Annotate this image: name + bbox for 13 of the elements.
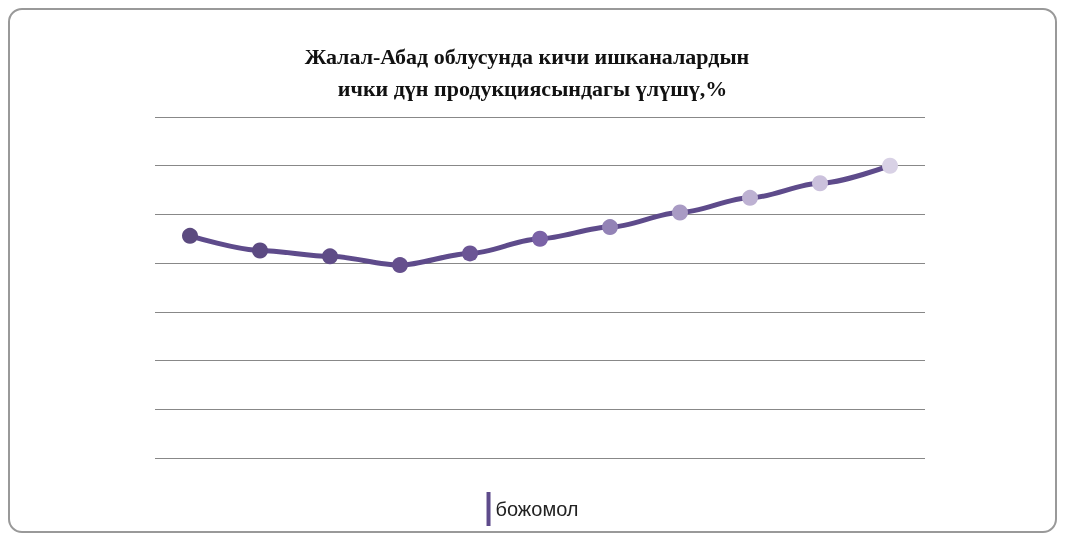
point — [322, 248, 338, 265]
legend-label: божомол — [495, 498, 579, 520]
point — [672, 204, 688, 221]
point — [812, 175, 828, 192]
chart-title: Жалал-Абад облусунда кичи ишканалардын ички дүн продукциясындагы үлүшү,% — [304, 43, 761, 101]
point — [392, 257, 408, 274]
point — [462, 245, 478, 262]
point — [252, 242, 268, 259]
point — [602, 219, 618, 236]
point — [182, 227, 198, 244]
point — [532, 230, 548, 247]
point — [742, 189, 758, 206]
point — [882, 157, 898, 174]
